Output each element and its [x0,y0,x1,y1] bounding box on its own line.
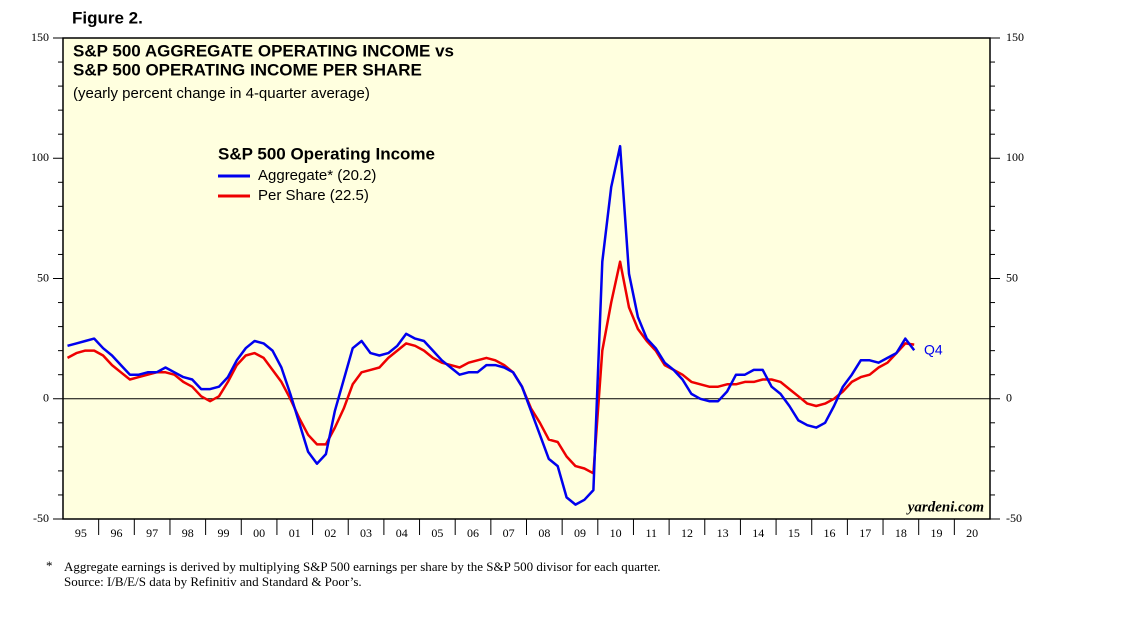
series-line [67,144,916,506]
legend-title: S&P 500 Operating Income [218,144,435,163]
x-tick-label: 97 [146,526,158,540]
x-tick-label: 09 [574,526,586,540]
footnote-marker: * [46,558,53,573]
watermark: yardeni.com [906,499,984,515]
x-tick-label: 96 [110,526,122,540]
x-tick-label: 15 [788,526,800,540]
x-tick-label: 99 [217,526,229,540]
y-tick-label: 100 [31,150,49,164]
y-tick-label: 150 [31,30,49,44]
y2-tick-label: 100 [1006,150,1024,164]
y2-tick-label: 0 [1006,391,1012,405]
y2-tick-label: 50 [1006,270,1018,284]
x-tick-label: 10 [610,526,622,540]
x-tick-label: 03 [360,526,372,540]
y2-tick-label: -50 [1006,511,1022,525]
x-tick-label: 13 [717,526,729,540]
footnote: Aggregate earnings is derived by multipl… [64,559,661,574]
x-tick-label: 14 [752,526,764,540]
x-tick-label: 02 [324,526,336,540]
y2-tick-label: 150 [1006,30,1024,44]
legend-label: Aggregate* (20.2) [258,167,376,184]
x-tick-label: 07 [503,526,515,540]
chart-title: S&P 500 AGGREGATE OPERATING INCOME vs [73,41,454,60]
y-tick-label: 0 [43,391,49,405]
x-tick-label: 98 [182,526,194,540]
chart-title: S&P 500 OPERATING INCOME PER SHARE [73,60,422,79]
source: Source: I/B/E/S data by Refinitiv and St… [64,574,362,589]
x-tick-label: 18 [895,526,907,540]
chart-subtitle: (yearly percent change in 4-quarter aver… [73,85,370,102]
x-tick-label: 19 [931,526,943,540]
annotation: Q4 [924,342,943,358]
x-tick-label: 20 [966,526,978,540]
y-tick-label: 50 [37,270,49,284]
x-tick-label: 12 [681,526,693,540]
series-line [66,260,915,475]
x-tick-label: 04 [396,526,408,540]
x-tick-label: 01 [289,526,301,540]
figure-label: Figure 2. [72,8,143,27]
x-tick-label: 00 [253,526,265,540]
plot-area [62,37,991,520]
x-tick-label: 11 [646,526,658,540]
x-tick-label: 05 [431,526,443,540]
x-tick-label: 95 [75,526,87,540]
y-tick-label: -50 [33,511,49,525]
x-tick-label: 16 [824,526,836,540]
legend-label: Per Share (22.5) [258,187,369,204]
x-tick-label: 06 [467,526,479,540]
x-tick-label: 08 [538,526,550,540]
x-tick-label: 17 [859,526,871,540]
